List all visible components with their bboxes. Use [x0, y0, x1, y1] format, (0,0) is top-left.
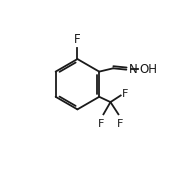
Text: F: F — [117, 119, 123, 129]
Text: N: N — [129, 63, 137, 76]
Text: F: F — [98, 119, 104, 129]
Text: F: F — [122, 89, 129, 99]
Text: OH: OH — [139, 63, 157, 76]
Text: F: F — [74, 34, 81, 46]
